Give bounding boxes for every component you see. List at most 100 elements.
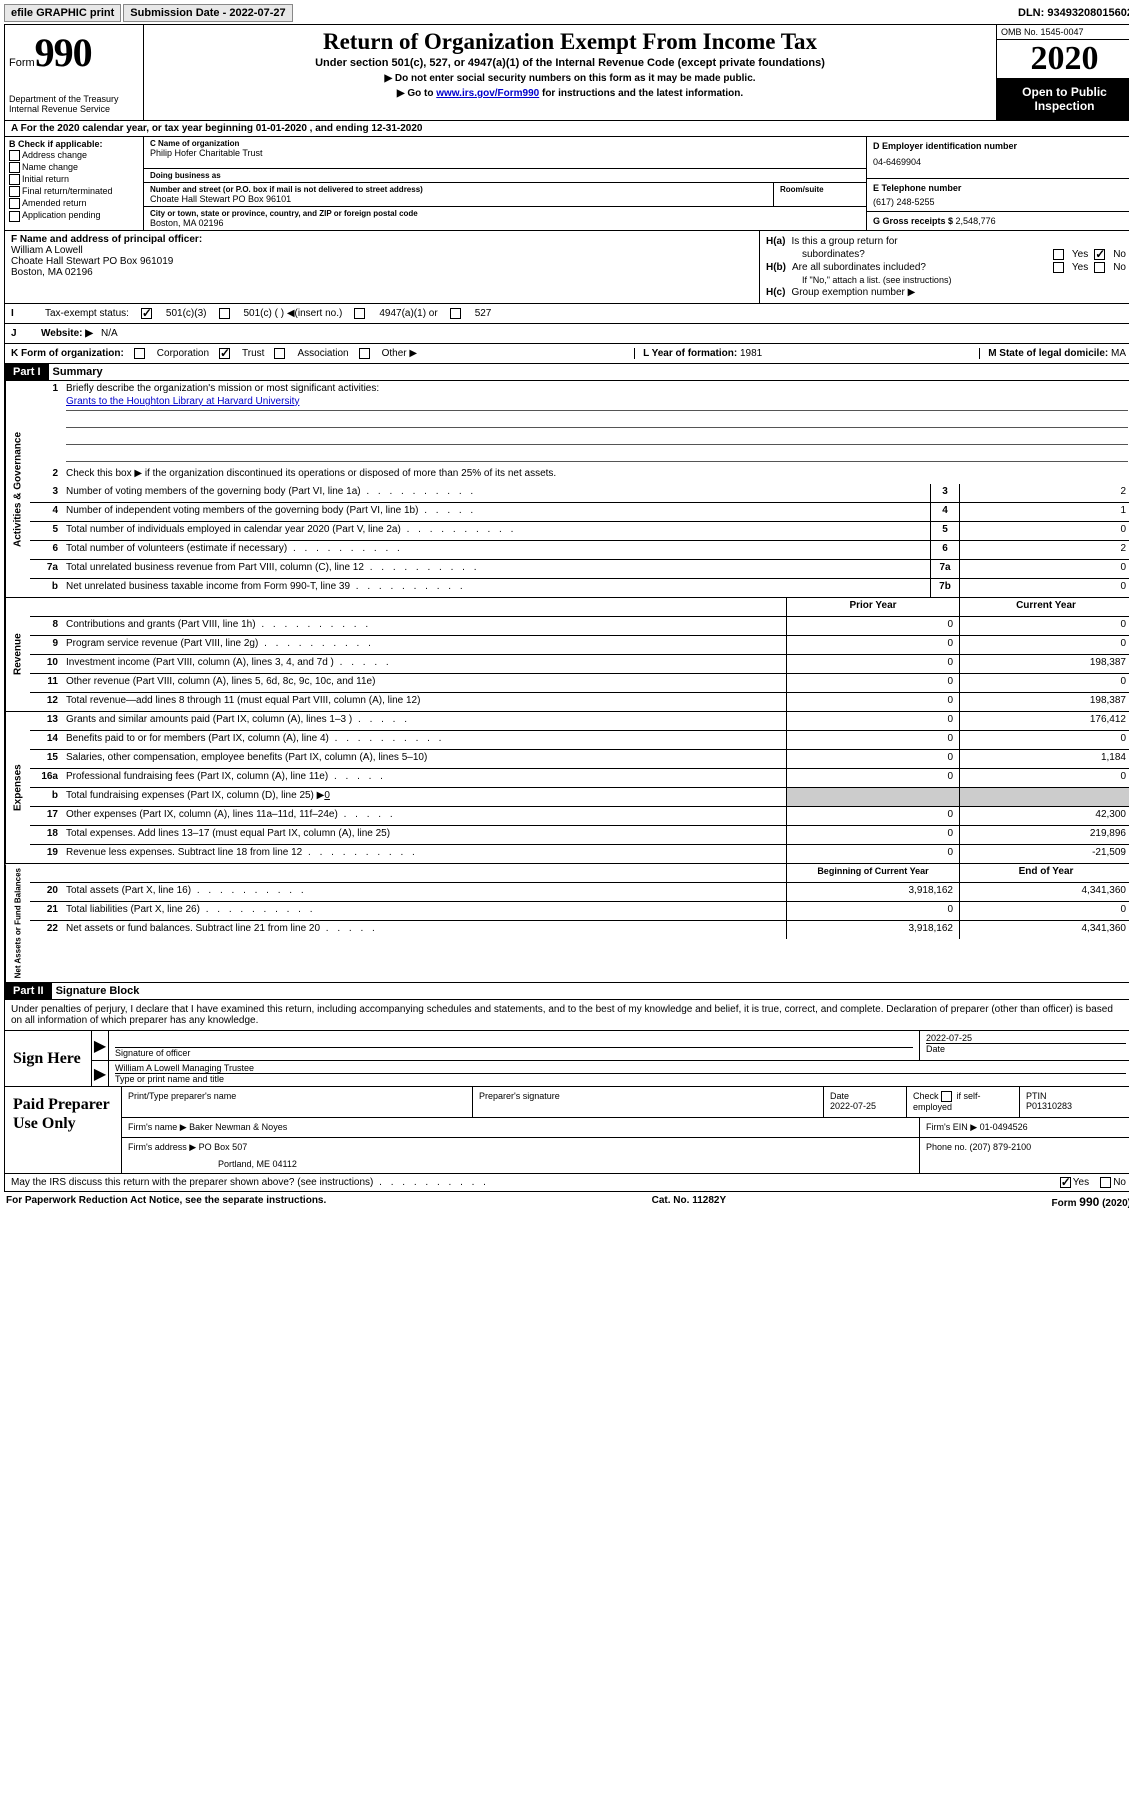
instruction-1: ▶ Do not enter social security numbers o…	[148, 73, 992, 84]
tax-year: 2020	[997, 40, 1129, 79]
dln: DLN: 93493208015602	[1018, 7, 1129, 19]
cb-527[interactable]	[450, 308, 461, 319]
discuss-no[interactable]	[1100, 1177, 1111, 1188]
form-subtitle: Under section 501(c), 527, or 4947(a)(1)…	[148, 57, 992, 69]
l21-beg: 0	[786, 902, 959, 920]
cb-pending[interactable]: Application pending	[9, 210, 139, 221]
header-center: Return of Organization Exempt From Incom…	[144, 25, 996, 120]
ein-label: D Employer identification number	[873, 141, 1126, 151]
part1-title: Summary	[53, 366, 103, 378]
sign-here-row: Sign Here ▶ Signature of officer 2022-07…	[4, 1031, 1129, 1087]
prep-sig-label: Preparer's signature	[479, 1091, 817, 1101]
cb-4947[interactable]	[354, 308, 365, 319]
l3-val: 2	[959, 484, 1129, 502]
org-name: Philip Hofer Charitable Trust	[150, 148, 860, 158]
cb-name-change[interactable]: Name change	[9, 162, 139, 173]
cb-final-return[interactable]: Final return/terminated	[9, 186, 139, 197]
l9-prior: 0	[786, 636, 959, 654]
ha-yes[interactable]	[1053, 249, 1064, 260]
l10-curr: 198,387	[959, 655, 1129, 673]
mission-link[interactable]: Grants to the Houghton Library at Harvar…	[66, 396, 299, 407]
hb-text: Are all subordinates included?	[792, 262, 1047, 273]
netassets-section: Net Assets or Fund Balances Beginning of…	[4, 864, 1129, 983]
l20-text: Total assets (Part X, line 16)	[62, 883, 786, 901]
l19-curr: -21,509	[959, 845, 1129, 863]
footer-left: For Paperwork Reduction Act Notice, see …	[6, 1195, 326, 1209]
arrow-icon-2: ▶	[92, 1061, 109, 1086]
discuss-row: May the IRS discuss this return with the…	[4, 1174, 1129, 1192]
website-row: J Website: ▶ N/A	[4, 324, 1129, 344]
submission-date-btn[interactable]: Submission Date - 2022-07-27	[123, 4, 292, 22]
cb-amended[interactable]: Amended return	[9, 198, 139, 209]
l10-prior: 0	[786, 655, 959, 673]
l11-prior: 0	[786, 674, 959, 692]
l17-curr: 42,300	[959, 807, 1129, 825]
cb-other[interactable]	[359, 348, 370, 359]
phone-label: E Telephone number	[873, 183, 1126, 193]
firm-phone: (207) 879-2100	[970, 1142, 1032, 1152]
cb-self-employed[interactable]	[941, 1091, 952, 1102]
l7b-text: Net unrelated business taxable income fr…	[62, 579, 930, 597]
cb-501c3[interactable]	[141, 308, 152, 319]
phone-value: (617) 248-5255	[873, 197, 1126, 207]
part2-hdr: Part II	[5, 983, 52, 999]
name-label: C Name of organization	[150, 139, 860, 148]
cb-501c[interactable]	[219, 308, 230, 319]
irs-link[interactable]: www.irs.gov/Form990	[436, 88, 539, 99]
l6-text: Total number of volunteers (estimate if …	[62, 541, 930, 559]
room-label: Room/suite	[780, 185, 860, 194]
street-address: Choate Hall Stewart PO Box 96101	[150, 194, 767, 204]
efile-btn[interactable]: efile GRAPHIC print	[4, 4, 121, 22]
l3-text: Number of voting members of the governin…	[62, 484, 930, 502]
discuss-yes[interactable]	[1060, 1177, 1071, 1188]
part1-hdr: Part I	[5, 364, 49, 380]
hb-yes[interactable]	[1053, 262, 1064, 273]
l12-text: Total revenue—add lines 8 through 11 (mu…	[62, 693, 786, 711]
l1-text: Briefly describe the organization's miss…	[66, 383, 379, 394]
firm-name-label: Firm's name ▶	[128, 1122, 189, 1132]
exempt-label: Tax-exempt status:	[45, 308, 129, 319]
header-left: Form990 Department of the Treasury Inter…	[5, 25, 144, 120]
end-year-hdr: End of Year	[959, 864, 1129, 882]
l9-text: Program service revenue (Part VIII, line…	[62, 636, 786, 654]
officer-box: F Name and address of principal officer:…	[5, 231, 759, 303]
dba-label: Doing business as	[144, 168, 866, 180]
l15-curr: 1,184	[959, 750, 1129, 768]
cb-assoc[interactable]	[274, 348, 285, 359]
l8-text: Contributions and grants (Part VIII, lin…	[62, 617, 786, 635]
l18-prior: 0	[786, 826, 959, 844]
sig-date-value: 2022-07-25	[926, 1033, 1126, 1043]
l20-end: 4,341,360	[959, 883, 1129, 901]
col-b-header: B Check if applicable:	[9, 139, 139, 149]
row-a: A For the 2020 calendar year, or tax yea…	[4, 121, 1129, 137]
footer-right: Form 990 (2020)	[1052, 1195, 1129, 1209]
cb-initial-return[interactable]: Initial return	[9, 174, 139, 185]
l16b-text: Total fundraising expenses (Part IX, col…	[62, 788, 786, 806]
l12-prior: 0	[786, 693, 959, 711]
cb-address-change[interactable]: Address change	[9, 150, 139, 161]
side-expenses: Expenses	[5, 712, 30, 863]
cb-corp[interactable]	[134, 348, 145, 359]
ha-text2: subordinates?	[802, 249, 1047, 260]
firm-ein: 01-0494526	[980, 1122, 1028, 1132]
ha-no[interactable]	[1094, 249, 1105, 260]
prior-year-hdr: Prior Year	[786, 598, 959, 616]
hb-no[interactable]	[1094, 262, 1105, 273]
l20-beg: 3,918,162	[786, 883, 959, 901]
firm-addr2: Portland, ME 04112	[218, 1159, 913, 1169]
cb-trust[interactable]	[219, 348, 230, 359]
dept1: Department of the Treasury	[9, 94, 139, 104]
l4-text: Number of independent voting members of …	[62, 503, 930, 521]
hc-text: Group exemption number ▶	[791, 287, 915, 298]
l22-end: 4,341,360	[959, 921, 1129, 939]
l13-prior: 0	[786, 712, 959, 730]
l8-prior: 0	[786, 617, 959, 635]
side-netassets: Net Assets or Fund Balances	[5, 864, 30, 982]
inspection-box: Open to Public Inspection	[997, 79, 1129, 120]
side-revenue: Revenue	[5, 598, 30, 711]
prep-name-label: Print/Type preparer's name	[128, 1091, 466, 1101]
top-bar: efile GRAPHIC print Submission Date - 20…	[4, 4, 1129, 22]
officer-sig-label: Signature of officer	[115, 1047, 913, 1058]
l7a-text: Total unrelated business revenue from Pa…	[62, 560, 930, 578]
l17-text: Other expenses (Part IX, column (A), lin…	[62, 807, 786, 825]
